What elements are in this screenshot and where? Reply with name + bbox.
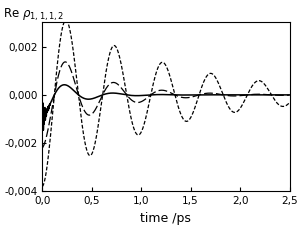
X-axis label: time /ps: time /ps (140, 212, 191, 225)
Text: Re $\rho_{1,1,1,2}$: Re $\rho_{1,1,1,2}$ (3, 7, 64, 23)
